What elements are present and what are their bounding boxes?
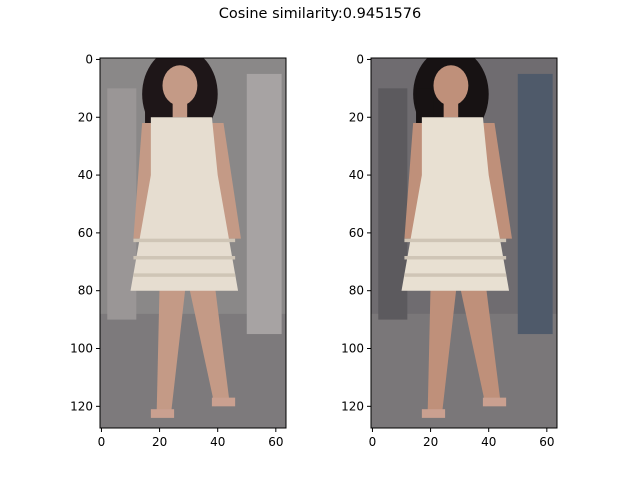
y-tick-label: 80 xyxy=(78,284,93,298)
image-panel-left: 0 20 40 60 0 20 40 60 80 100 120 xyxy=(70,52,287,449)
dress-stripe-shape xyxy=(133,273,236,277)
shoe-shape xyxy=(421,409,446,418)
dress-stripe-shape xyxy=(404,273,507,277)
x-tick-label: 40 xyxy=(481,435,496,449)
y-tick-label: 120 xyxy=(70,399,93,413)
background-structure-shape xyxy=(246,73,282,335)
shoe-shape xyxy=(211,397,236,407)
dress-stripe-shape xyxy=(404,238,507,243)
dress-shape xyxy=(401,117,510,291)
x-tick-label: 60 xyxy=(268,435,283,449)
y-tick-label: 0 xyxy=(85,52,93,66)
x-tick-label: 20 xyxy=(423,435,438,449)
x-tick-label: 40 xyxy=(210,435,225,449)
background-structure-shape xyxy=(517,73,553,335)
dress-shape xyxy=(130,117,239,291)
y-tick-label: 0 xyxy=(356,52,364,66)
y-tick-label: 60 xyxy=(349,226,364,240)
x-tick-label: 0 xyxy=(369,435,377,449)
y-tick-label: 40 xyxy=(78,168,93,182)
arm-shape xyxy=(208,123,241,239)
person-image xyxy=(100,58,286,428)
y-tick-label: 120 xyxy=(341,399,364,413)
shoe-shape xyxy=(482,397,507,407)
leg-shape xyxy=(156,284,186,413)
shoe-shape xyxy=(150,409,175,418)
leg-shape xyxy=(188,284,230,407)
x-tick-label: 0 xyxy=(98,435,106,449)
y-tick-label: 20 xyxy=(78,110,93,124)
neck-shape xyxy=(443,99,459,118)
axes-frame xyxy=(99,57,287,429)
neck-shape xyxy=(172,99,188,118)
x-tick-label: 20 xyxy=(152,435,167,449)
image-panel-right: 0 20 40 60 0 20 40 60 80 100 120 xyxy=(341,52,558,449)
y-tick-label: 60 xyxy=(78,226,93,240)
person-image xyxy=(371,58,557,428)
leg-shape xyxy=(427,284,457,413)
figure-title: Cosine similarity:0.9451576 xyxy=(218,6,422,22)
y-tick-label: 80 xyxy=(349,284,364,298)
background-structure-shape xyxy=(107,88,137,320)
dress-stripe-shape xyxy=(133,256,236,260)
background-structure-shape xyxy=(378,88,408,320)
face-shape xyxy=(433,65,469,106)
x-tick-label: 60 xyxy=(539,435,554,449)
y-tick-label: 20 xyxy=(349,110,364,124)
axes-frame xyxy=(370,57,558,429)
y-tick-label: 100 xyxy=(70,342,93,356)
arm-shape xyxy=(479,123,512,239)
face-shape xyxy=(162,65,198,106)
dress-stripe-shape xyxy=(133,238,236,243)
leg-shape xyxy=(459,284,501,407)
y-tick-label: 40 xyxy=(349,168,364,182)
y-tick-label: 100 xyxy=(341,342,364,356)
dress-stripe-shape xyxy=(404,256,507,260)
